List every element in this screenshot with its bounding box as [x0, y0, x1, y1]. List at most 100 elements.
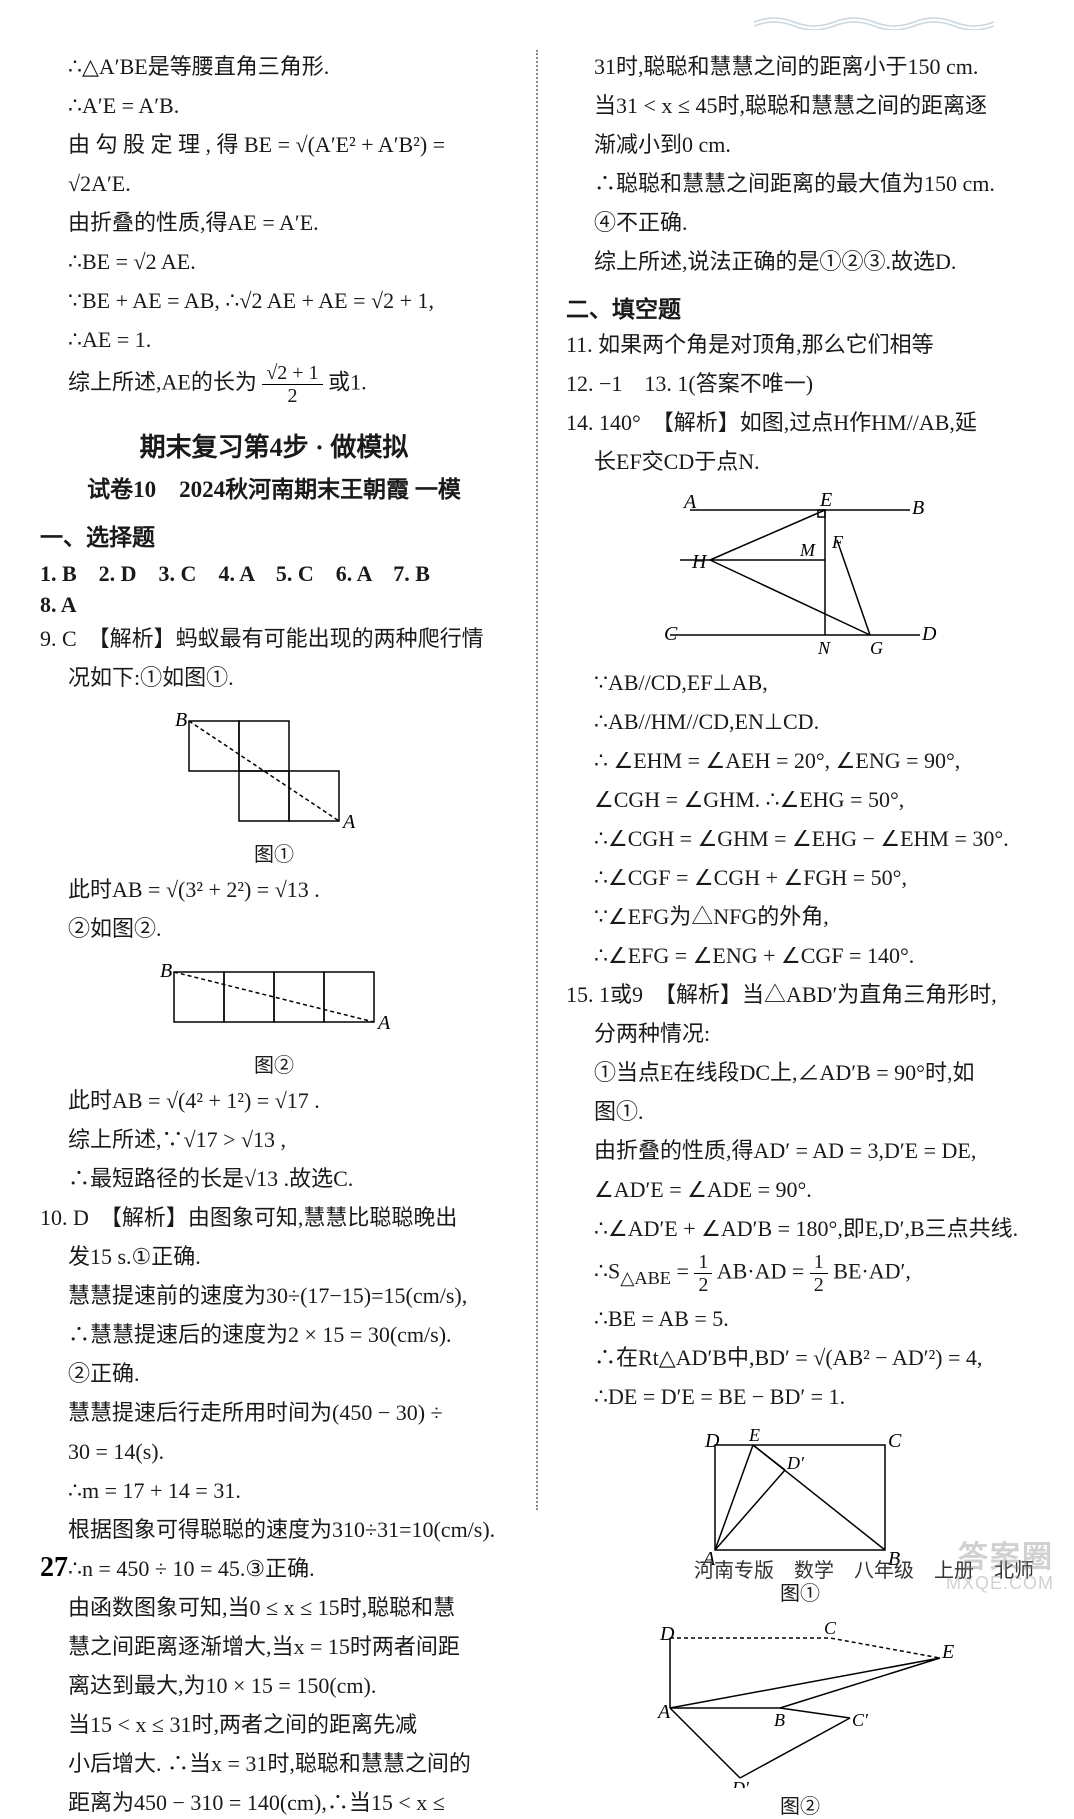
text-line: 发15 s.①正确.	[40, 1240, 508, 1273]
text-line: ∠AD′E = ∠ADE = 90°.	[566, 1173, 1034, 1206]
right-column: 31时,聪聪和慧慧之间的距离小于150 cm. 当31 < x ≤ 45时,聪聪…	[566, 50, 1034, 1510]
text-line: 10. D 【解析】由图象可知,慧慧比聪聪晚出	[40, 1201, 508, 1234]
text-line: 小后增大. ∴当x = 31时,聪聪和慧慧之间的	[40, 1747, 508, 1780]
label-A: A	[341, 811, 356, 833]
page-number: 27	[40, 1552, 68, 1584]
text-line: ∴ ∠EHM = ∠AEH = 20°, ∠ENG = 90°,	[566, 744, 1034, 777]
text-line: 11. 如果两个角是对顶角,那么它们相等	[566, 328, 1034, 361]
label-F: F	[831, 532, 844, 552]
text-line: ∵∠EFG为△NFG的外角,	[566, 900, 1034, 933]
text-line: 9. C 【解析】蚂蚁最有可能出现的两种爬行情	[40, 622, 508, 655]
text-line: ∵BE + AE = AB, ∴√2 AE + AE = √2 + 1,	[40, 284, 508, 317]
figure-1: B A 图①	[40, 706, 508, 867]
text-line: 由函数图象可知,当0 ≤ x ≤ 15时,聪聪和慧	[40, 1591, 508, 1624]
label-Dp: D′	[786, 1453, 805, 1473]
text-fragment: 由 勾 股 定 理 , 得 BE =	[68, 132, 296, 157]
text-fragment: ∴S	[594, 1259, 620, 1284]
label-E: E	[819, 490, 832, 511]
text-line: ④不正确.	[566, 206, 1034, 239]
text-line: 综上所述,AE的长为 √2 + 12 或1.	[40, 362, 508, 407]
fraction-numerator: √2 + 1	[262, 362, 322, 385]
text-line: ∴AE = 1.	[40, 323, 508, 356]
text-line: 况如下:①如图①.	[40, 661, 508, 694]
text-line: 由 勾 股 定 理 , 得 BE = √(A′E² + A′B²) =	[40, 128, 508, 161]
text-fragment: =	[433, 132, 445, 157]
text-line: 30 = 14(s).	[40, 1435, 508, 1468]
figure-label: 图①	[254, 838, 294, 867]
exam-subtitle: 试卷10 2024秋河南期末王朝霞 一模	[40, 470, 508, 504]
text-line: ②正确.	[40, 1357, 508, 1390]
text-line: 慧慧提速前的速度为30÷(17−15)=15(cm/s),	[40, 1279, 508, 1312]
label-Cp: C′	[852, 1710, 869, 1730]
label-N: N	[817, 638, 831, 658]
label-C: C	[888, 1430, 902, 1452]
label-Dp: D′	[731, 1778, 750, 1788]
text-line: ∴S△ABE = 12 AB·AD = 12 BE·AD′,	[566, 1251, 1034, 1296]
page-footer: 27 河南专版 数学 八年级 上册 北师	[40, 1552, 1034, 1584]
text-line: ①当点E在线段DC上,∠AD′B = 90°时,如	[566, 1056, 1034, 1089]
fraction-denominator: 2	[694, 1274, 712, 1296]
figure-2-svg: B A	[144, 957, 404, 1047]
text-line: 综上所述,说法正确的是①②③.故选D.	[566, 245, 1034, 278]
figure-3-svg: A B E H M F C D N G	[650, 490, 950, 660]
text-line: 图①.	[566, 1095, 1034, 1128]
label-C: C	[664, 623, 678, 645]
text-fragment: =	[671, 1259, 694, 1284]
text-line: 14. 140° 【解析】如图,过点H作HM//AB,延	[566, 406, 1034, 439]
text-line: ∴△A′BE是等腰直角三角形.	[40, 50, 508, 83]
label-B: B	[774, 1710, 785, 1730]
text-fragment: 或1.	[328, 370, 367, 395]
text-line: 12. −1 13. 1(答案不唯一)	[566, 367, 1034, 400]
text-line: 当31 < x ≤ 45时,聪聪和慧慧之间的距离逐	[566, 89, 1034, 122]
label-A: A	[682, 491, 697, 513]
text-fragment: 综上所述,AE的长为	[68, 370, 257, 395]
text-line: 慧慧提速后行走所用时间为(450 − 30) ÷	[40, 1396, 508, 1429]
label-D: D	[704, 1430, 720, 1452]
math-fraction: √2 + 12	[262, 362, 322, 407]
text-line: ∴A′E = A′B.	[40, 89, 508, 122]
math-sqrt: √(A′E² + A′B²)	[296, 132, 428, 157]
label-B: B	[175, 709, 187, 731]
text-line: ∴∠CGH = ∠GHM = ∠EHG − ∠EHM = 30°.	[566, 822, 1034, 855]
section-heading: 二、填空题	[566, 290, 1034, 324]
watermark-text: 答案圈	[958, 1532, 1054, 1576]
text-line: 此时AB = √(4² + 1²) = √17 .	[40, 1084, 508, 1117]
text-line: ∴DE = D′E = BE − BD′ = 1.	[566, 1380, 1034, 1413]
text-line: 15. 1或9 【解析】当△ABD′为直角三角形时,	[566, 978, 1034, 1011]
subtitle-part: 一模	[409, 477, 461, 502]
section-title: 期末复习第4步 · 做模拟	[40, 427, 508, 464]
top-decoration	[754, 10, 1014, 30]
text-fragment: A′E.	[91, 171, 131, 196]
column-divider	[536, 50, 538, 1510]
label-E: E	[748, 1425, 760, 1445]
text-line: ∴∠AD′E + ∠AD′B = 180°,即E,D′,B三点共线.	[566, 1212, 1034, 1245]
text-line: 渐减小到0 cm.	[566, 128, 1034, 161]
label-C: C	[824, 1618, 837, 1638]
text-line: ②如图②.	[40, 912, 508, 945]
text-line: 分两种情况:	[566, 1017, 1034, 1050]
label-B: B	[912, 497, 924, 519]
text-line: 当15 < x ≤ 31时,两者之间的距离先减	[40, 1708, 508, 1741]
text-line: ∴聪聪和慧慧之间距离的最大值为150 cm.	[566, 167, 1034, 200]
watermark-url: MXQE.COM	[946, 1573, 1054, 1594]
text-fragment: AB·AD =	[717, 1259, 810, 1284]
text-line: ∴BE = √2 AE.	[40, 245, 508, 278]
text-line: ∴BE = AB = 5.	[566, 1302, 1034, 1335]
figure-label: 图②	[780, 1790, 820, 1819]
figure-label: 图②	[254, 1049, 294, 1078]
fraction-denominator: 2	[262, 385, 322, 407]
math-fraction: 12	[694, 1251, 712, 1296]
label-A: A	[376, 1012, 391, 1034]
subtitle-part: 试卷10 2024秋河南期末	[87, 477, 340, 502]
fraction-numerator: 1	[694, 1251, 712, 1274]
text-line: ∵AB//CD,EF⊥AB,	[566, 666, 1034, 699]
label-G: G	[870, 638, 883, 658]
math-sqrt: √2	[68, 171, 91, 196]
figure-5: D C E A B C′ D′ 图②	[566, 1618, 1034, 1819]
figure-1-svg: B A	[159, 706, 389, 836]
text-line: 由折叠的性质,得AD′ = AD = 3,D′E = DE,	[566, 1134, 1034, 1167]
text-line: 离达到最大,为10 × 15 = 150(cm).	[40, 1669, 508, 1702]
figure-3: A B E H M F C D N G	[566, 490, 1034, 660]
section-heading: 一、选择题	[40, 518, 508, 552]
text-line: 31时,聪聪和慧慧之间的距离小于150 cm.	[566, 50, 1034, 83]
